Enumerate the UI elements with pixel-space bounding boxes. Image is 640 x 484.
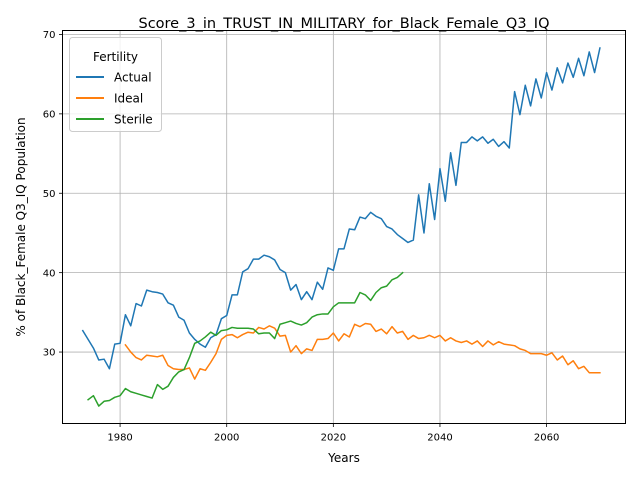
plot-frame [62, 30, 626, 424]
legend: Fertility Actual Ideal Sterile [69, 37, 162, 132]
x-tick-label: 2040 [427, 433, 452, 444]
x-tick-label: 1980 [107, 433, 132, 444]
y-tick-label: 30 [43, 348, 56, 359]
y-axis-label: % of Black_Female Q3_IQ Population [14, 117, 28, 336]
legend-title: Fertility [93, 50, 138, 64]
legend-label-sterile: Sterile [114, 113, 153, 127]
y-tick-label: 40 [43, 268, 56, 279]
y-tick-label: 50 [43, 189, 56, 200]
y-tick-label: 70 [43, 30, 56, 41]
x-tick-label: 2000 [214, 433, 239, 444]
x-tick-label: 2060 [534, 433, 559, 444]
chart-title: Score_3_in_TRUST_IN_MILITARY_for_Black_F… [138, 16, 549, 32]
legend-label-ideal: Ideal [114, 92, 143, 106]
y-tick-label: 60 [43, 109, 56, 120]
x-tick-label: 2020 [321, 433, 346, 444]
series-line-ideal [124, 322, 601, 380]
legend-box [69, 37, 162, 132]
x-axis-label: Years [327, 451, 360, 465]
series-line-sterile [87, 271, 404, 407]
legend-label-actual: Actual [114, 71, 152, 85]
series-line-actual [81, 47, 601, 370]
